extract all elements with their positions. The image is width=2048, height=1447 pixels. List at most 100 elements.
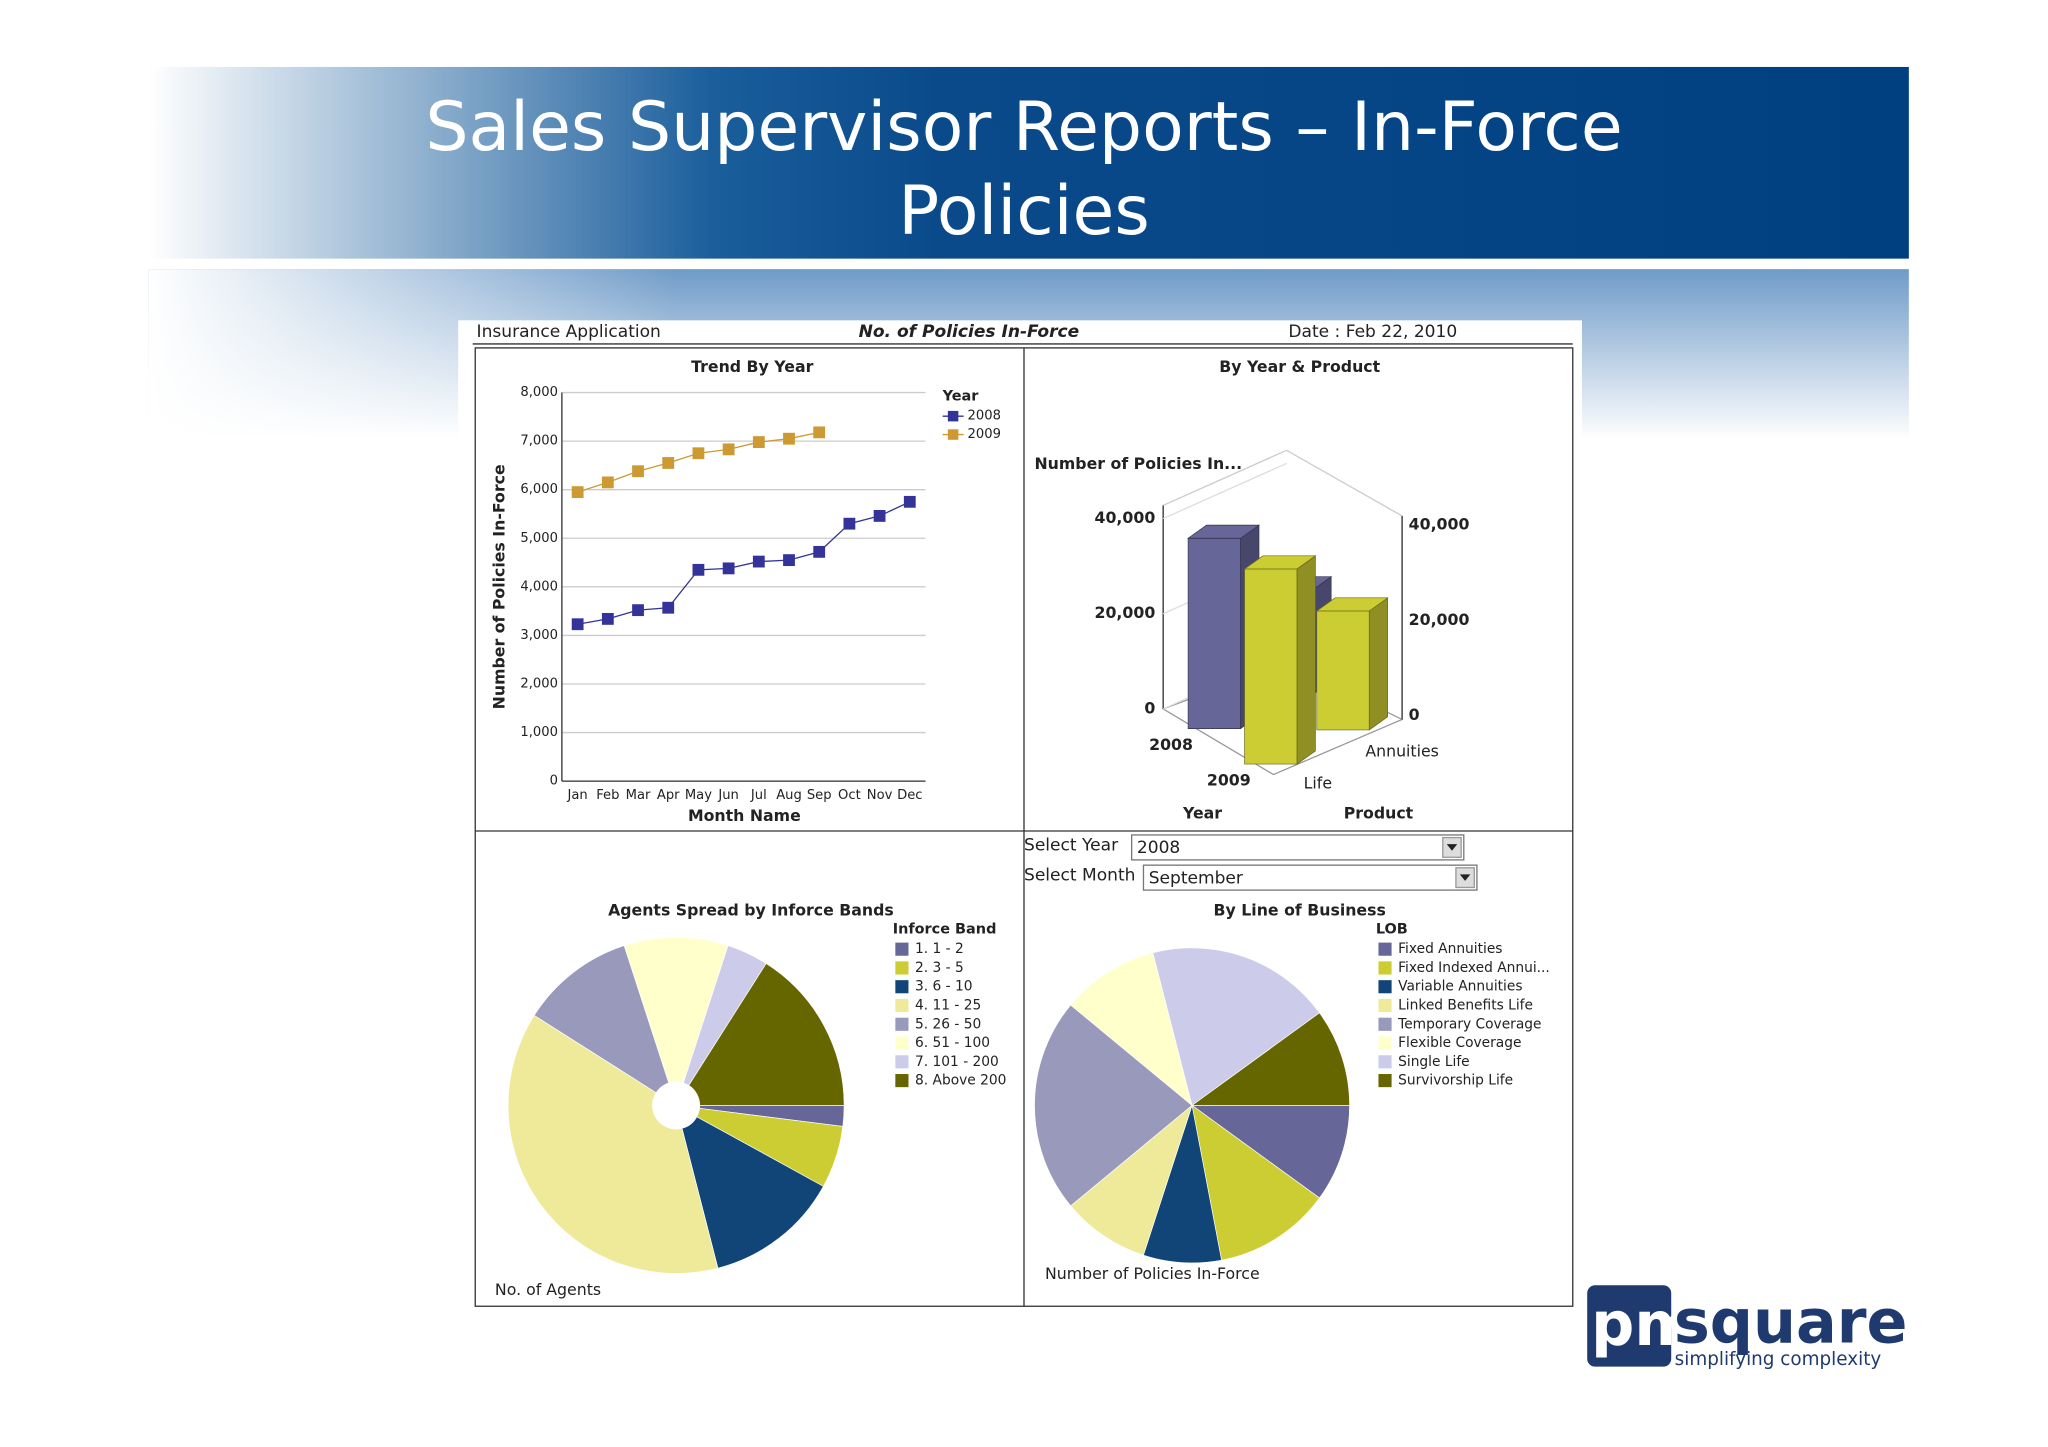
point [752, 555, 765, 568]
x-axis-label: Year [1182, 803, 1222, 822]
x-tick-label: Mar [626, 788, 651, 803]
slice [1191, 1104, 1320, 1261]
slice [507, 1014, 719, 1274]
legend-label: Fixed Annuities [1398, 941, 1502, 957]
z-tick-label: Annuities [1365, 742, 1439, 761]
legend-swatch [1378, 1055, 1392, 1069]
legend-swatch [1378, 961, 1392, 975]
slice [1191, 1012, 1350, 1106]
month-label: Select Month [1024, 866, 1135, 886]
bar [1243, 555, 1317, 765]
bar-face [1315, 597, 1389, 612]
chart-title: By Year & Product [1219, 357, 1380, 376]
banner [148, 66, 1909, 259]
y-tick-label: 20,000 [1095, 603, 1156, 622]
point [662, 457, 675, 469]
bar-face [1187, 537, 1241, 729]
point [632, 465, 644, 478]
x-tick-label: May [685, 788, 712, 803]
point [722, 443, 735, 456]
legend-label: 2009 [968, 427, 1001, 442]
legend-swatch [947, 429, 959, 440]
bar-face [1316, 610, 1370, 731]
legend-label: 2008 [968, 409, 1001, 424]
bar-face [1243, 555, 1317, 570]
legend-label: 3. 6 - 10 [915, 979, 973, 995]
z-tick-label: Life [1304, 773, 1332, 792]
month-select[interactable] [1142, 864, 1478, 891]
point [722, 562, 735, 575]
x-tick-label: Feb [596, 788, 619, 803]
y-tick-label: 4,000 [520, 579, 558, 594]
x-tick-label: Jan [567, 788, 588, 803]
x-axis-label: Month Name [688, 806, 801, 825]
legend-swatch [947, 410, 959, 422]
year-label: Select Year [1024, 835, 1119, 855]
report-date: Date : Feb 22, 2010 [1288, 322, 1457, 342]
slice [623, 937, 729, 1084]
point [752, 436, 765, 448]
point [783, 554, 795, 567]
y-tick-label: 5,000 [520, 531, 558, 546]
slice [1070, 952, 1193, 1107]
point [571, 618, 584, 631]
legend-swatch [895, 998, 909, 1013]
y-tick-label: 8,000 [520, 385, 558, 400]
bar-face [1368, 597, 1388, 731]
legend-label: 1. 1 - 2 [915, 941, 964, 957]
x-tick-label: Oct [838, 788, 861, 803]
legend-label: 8. Above 200 [915, 1073, 1006, 1089]
point [601, 476, 614, 489]
x-tick-label: Dec [897, 788, 922, 803]
legend-swatch [1378, 942, 1392, 956]
chart-title: By Line of Business [1214, 901, 1386, 920]
y-tick-label: 20,000 [1409, 610, 1470, 629]
legend-label: 7. 101 - 200 [915, 1054, 999, 1070]
legend-label: Linked Benefits Life [1398, 997, 1533, 1013]
y-axis-label: Number of Policies In... [1035, 454, 1243, 473]
point [873, 510, 886, 522]
value-label: No. of Agents [495, 1280, 601, 1299]
y-tick-label: 6,000 [520, 482, 558, 497]
legend-title: Year [942, 388, 980, 404]
point [632, 604, 644, 617]
x-tick-label: 2008 [1149, 735, 1193, 754]
point [843, 517, 856, 530]
legend-swatch [895, 1074, 909, 1088]
x-tick-label: Apr [657, 788, 680, 803]
legend-swatch [1378, 1036, 1392, 1050]
point [692, 447, 705, 460]
point [783, 432, 795, 445]
dropdown-arrow [1446, 844, 1458, 851]
legend-swatch [895, 1055, 909, 1069]
legend-label: Temporary Coverage [1397, 1016, 1541, 1032]
x-tick-label: Aug [776, 788, 802, 803]
bar [1315, 597, 1389, 731]
legend-swatch [895, 980, 909, 994]
legend-label: 6. 51 - 100 [915, 1035, 990, 1051]
chart-title: Trend By Year [691, 357, 813, 376]
y-tick-label: 40,000 [1095, 508, 1156, 527]
x-tick-label: Jun [717, 788, 738, 803]
year-select[interactable] [1130, 834, 1465, 861]
x-tick-label: Nov [867, 788, 893, 803]
slice [1191, 1105, 1350, 1199]
x-tick-label: Jul [750, 788, 767, 803]
slice [681, 1116, 824, 1269]
legend-label: 4. 11 - 25 [915, 997, 981, 1013]
legend-label: Fixed Indexed Annui... [1398, 960, 1550, 976]
point [813, 426, 826, 439]
legend-label: Variable Annuities [1398, 979, 1522, 995]
legend-swatch [895, 961, 909, 975]
legend-swatch [1378, 998, 1392, 1013]
dropdown-arrow [1459, 874, 1471, 881]
bar-face [1187, 524, 1261, 539]
y-tick-label: 0 [1409, 705, 1420, 724]
legend-swatch [895, 942, 909, 956]
point [571, 486, 584, 499]
legend-label: 2. 3 - 5 [915, 960, 964, 976]
year-value: 2008 [1137, 838, 1180, 858]
logo-square: square [1674, 1288, 1908, 1358]
y-tick-label: 0 [550, 774, 558, 789]
legend-title: Inforce Band [893, 921, 997, 937]
